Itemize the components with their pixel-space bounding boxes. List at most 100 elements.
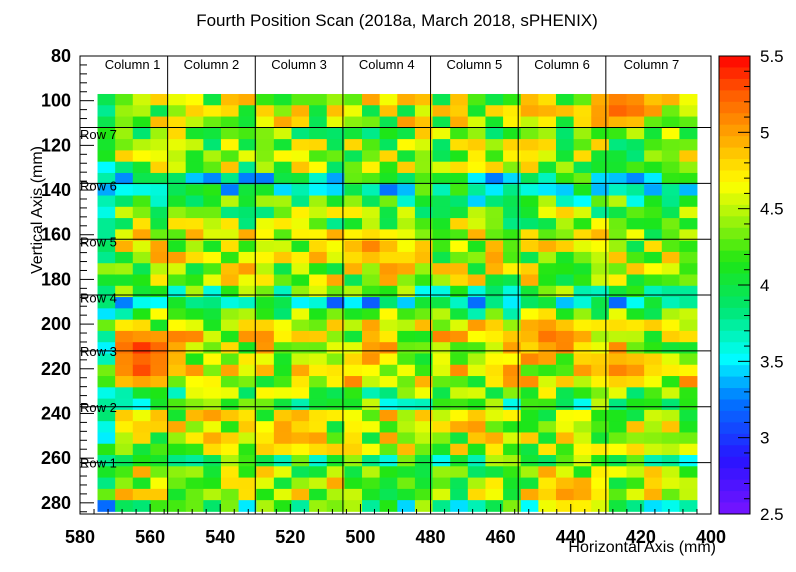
heatmap-cell [97, 184, 116, 196]
heatmap-cell [273, 432, 292, 445]
heatmap-cell [291, 398, 310, 411]
heatmap-cell [238, 240, 257, 253]
heatmap-cell [432, 443, 451, 456]
heatmap-cell [379, 229, 398, 242]
heatmap-cell [608, 330, 627, 343]
heatmap-cell [414, 353, 433, 366]
heatmap-cell [555, 330, 575, 343]
heatmap-cell [168, 150, 187, 163]
heatmap-cell [555, 274, 575, 287]
heatmap-cell [220, 398, 239, 411]
heatmap-cell [397, 319, 416, 332]
y-tick-label: 100 [41, 91, 71, 111]
heatmap-cell [450, 150, 469, 163]
heatmap-cell [591, 116, 610, 129]
heatmap-cell [132, 330, 151, 343]
heatmap-cell [150, 206, 169, 219]
heatmap-cell [132, 139, 151, 151]
heatmap-cell [150, 466, 169, 478]
heatmap-cell [555, 161, 575, 174]
colorbar-swatch [719, 433, 750, 446]
heatmap-cell [203, 432, 222, 445]
heatmap-cell [203, 240, 222, 253]
heatmap-cell [97, 455, 116, 467]
heatmap-cell [573, 330, 592, 343]
heatmap-cell [573, 376, 592, 388]
heatmap-cell [379, 251, 398, 264]
heatmap-cell [538, 206, 557, 219]
colorbar-swatch [719, 296, 750, 309]
heatmap-cell [573, 319, 592, 332]
heatmap-cell [220, 263, 239, 275]
heatmap-cell [432, 409, 451, 422]
colorbar-swatch [719, 136, 750, 148]
heatmap-cell [591, 105, 610, 117]
heatmap-cell [467, 319, 486, 332]
heatmap-cell [661, 364, 680, 377]
heatmap-cell [326, 240, 345, 253]
heatmap-cell [97, 240, 116, 253]
heatmap-cell [467, 240, 486, 253]
heatmap-cell [520, 297, 539, 309]
colorbar-swatch [719, 204, 750, 217]
heatmap-cell [644, 116, 663, 129]
heatmap-cell [97, 398, 116, 411]
heatmap-cell [291, 477, 310, 490]
heatmap-cell [432, 330, 451, 343]
heatmap-cell [238, 409, 257, 422]
heatmap-cell [644, 150, 663, 163]
colorbar-tick-label: 4.5 [760, 200, 784, 219]
heatmap-cell [644, 297, 663, 309]
heatmap-cell [467, 488, 486, 501]
heatmap-cell [362, 285, 381, 298]
heatmap-cell [679, 139, 698, 151]
heatmap-cell [626, 466, 645, 478]
colorbar-swatch [719, 456, 750, 469]
heatmap-cell [150, 297, 169, 309]
heatmap-cell [450, 263, 469, 275]
heatmap-cell [379, 342, 398, 354]
heatmap-cell [661, 342, 680, 354]
heatmap-cell [538, 285, 557, 298]
heatmap-cell [256, 455, 275, 467]
heatmap-cell [220, 342, 239, 354]
heatmap-cell [309, 500, 328, 512]
heatmap-cell [661, 500, 680, 512]
heatmap-cell [273, 443, 292, 456]
heatmap-cell [414, 330, 433, 343]
heatmap-cell [450, 297, 469, 309]
heatmap-cell [485, 398, 504, 411]
heatmap-cell [379, 206, 398, 219]
heatmap-cell [538, 500, 557, 512]
heatmap-cell [591, 251, 610, 264]
heatmap-cell [679, 455, 698, 467]
heatmap-cell [256, 127, 275, 140]
heatmap-cell [344, 297, 363, 309]
heatmap-cell [132, 432, 151, 445]
heatmap-cell [273, 206, 292, 219]
heatmap-cell [538, 466, 557, 478]
heatmap-cell [414, 432, 433, 445]
heatmap-cell [414, 285, 433, 298]
heatmap-cell [273, 319, 292, 332]
heatmap-cell [256, 285, 275, 298]
heatmap-cell [326, 150, 345, 163]
heatmap-cell [220, 421, 239, 433]
heatmap-cell [256, 387, 275, 399]
heatmap-cell [503, 308, 522, 321]
heatmap-cell [220, 297, 239, 309]
heatmap-cell [644, 127, 663, 140]
y-axis: 80 100 120 140 160 180 200 220 240 260 280 [41, 46, 94, 513]
colorbar-swatch [719, 193, 750, 206]
heatmap-cell [115, 240, 134, 253]
heatmap-cell [185, 195, 204, 208]
heatmap-cell [555, 319, 575, 332]
heatmap-cell [432, 297, 451, 309]
heatmap-cell [150, 229, 169, 242]
heatmap-cell [309, 466, 328, 478]
heatmap-cell [467, 229, 486, 242]
heatmap-cell [309, 150, 328, 163]
heatmap-cell [538, 364, 557, 377]
x-tick-label: 440 [556, 527, 586, 547]
heatmap-cell [467, 116, 486, 129]
